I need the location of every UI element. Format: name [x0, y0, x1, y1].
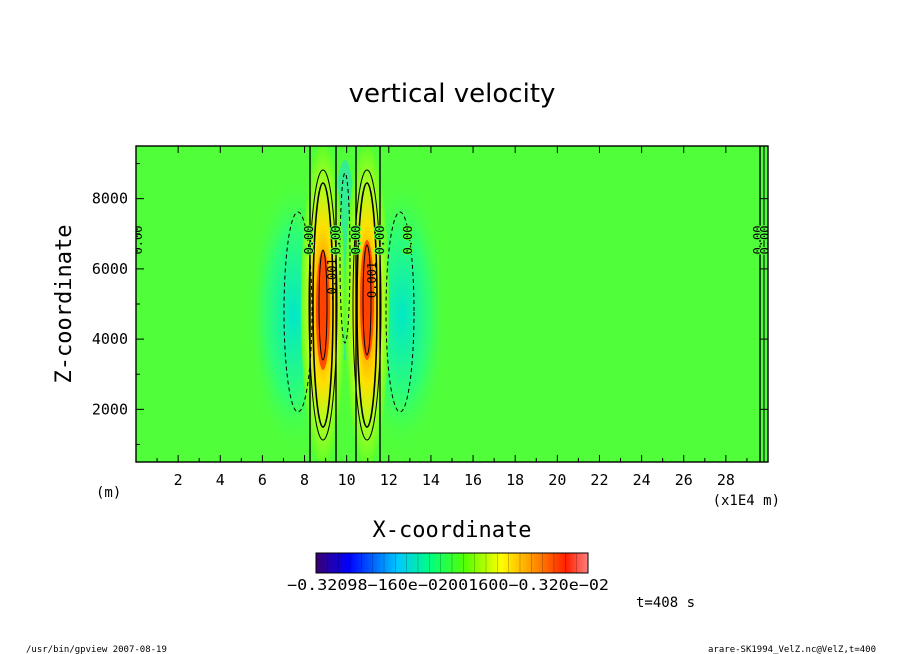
y-tick-label: 6000: [92, 260, 128, 278]
contour-label: -0.001: [325, 258, 339, 301]
contour-line: [308, 169, 338, 441]
footer-right: arare-SK1994_VelZ.nc@VelZ,t=400: [708, 645, 876, 654]
y-axis: 2000 4000 6000 8000: [92, 163, 768, 445]
contour-label: 0.00: [751, 226, 765, 255]
contour-label: 0.00: [329, 226, 343, 255]
contour-line-dashed: [283, 211, 313, 413]
colorbar-labels: −0.32098−160e−02001600−0.320e−02: [287, 576, 609, 594]
x-tick-label: 28: [717, 471, 735, 489]
colorbar-ticks: [327, 553, 577, 573]
x-scale-label: (x1E4 m): [713, 493, 780, 509]
x-tick-label: 20: [548, 471, 566, 489]
x-tick-label: 12: [380, 471, 398, 489]
x-unit-label: (m): [96, 485, 121, 501]
x-tick-label: 24: [633, 471, 651, 489]
y-tick-label: 4000: [92, 330, 128, 348]
time-label: t=408 s: [636, 595, 695, 611]
updraft-peak-right: [360, 240, 374, 360]
contour-label: 0.00: [373, 226, 387, 255]
contour-label: 0.00: [401, 226, 415, 255]
contour-label: 0.00: [349, 226, 363, 255]
y-tick-label: 8000: [92, 190, 128, 208]
x-tick-label: 16: [464, 471, 482, 489]
contour-label: 0.00: [302, 226, 316, 255]
plot-background: [136, 146, 768, 462]
x-axis: 2 4 6 8 10 12 14 16 18 20 22 24 26 28: [156, 146, 748, 489]
x-tick-label: 18: [506, 471, 524, 489]
contour-line: [312, 182, 334, 428]
contour-line: [318, 249, 328, 361]
x-tick-label: 4: [216, 471, 225, 489]
contour-label: 0.00: [131, 226, 145, 255]
contour-label: 0.00: [758, 226, 772, 255]
x-axis-title: X-coordinate: [373, 518, 532, 543]
x-tick-label: 14: [422, 471, 440, 489]
x-tick-label: 22: [590, 471, 608, 489]
contour-label: 0.001: [365, 262, 379, 298]
x-tick-label: 10: [338, 471, 356, 489]
footer-left: /usr/bin/gpview 2007-08-19: [26, 645, 167, 654]
x-tick-label: 26: [675, 471, 693, 489]
contour-line-dashed: [385, 211, 415, 413]
y-tick-label: 2000: [92, 400, 128, 418]
x-tick-label: 6: [258, 471, 267, 489]
plot-area: 0.00 0.00 0.00 0.00 0.00 0.00 -0.001 0.0…: [131, 146, 772, 462]
contour-line: [362, 244, 372, 356]
contour-line: [356, 182, 378, 428]
contour-line-dashed: [339, 172, 351, 344]
x-tick-label: 2: [174, 471, 183, 489]
y-axis-title: Z-coordinate: [52, 225, 77, 384]
x-tick-label: 8: [300, 471, 309, 489]
contour-labels: 0.00 0.00 0.00 0.00 0.00 0.00 -0.001 0.0…: [131, 225, 772, 302]
chart-title: vertical velocity: [349, 79, 556, 109]
contour-line: [352, 169, 382, 441]
